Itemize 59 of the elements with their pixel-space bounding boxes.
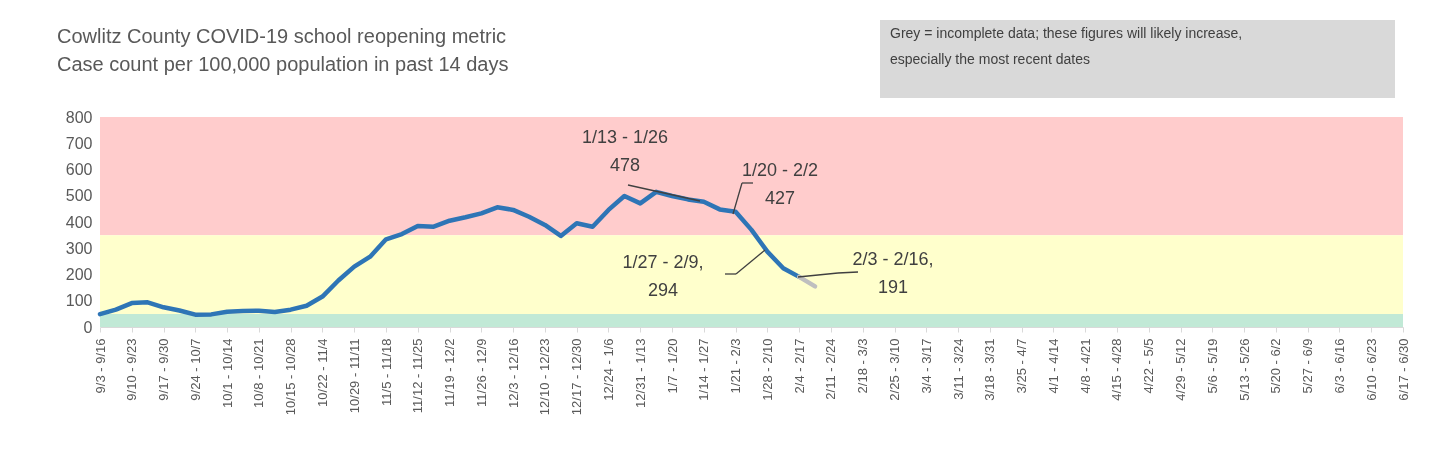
- x-tick-label: 2/25 - 3/10: [887, 338, 903, 401]
- y-tick-label: 700: [65, 134, 93, 152]
- x-tick-label: 6/10 - 6/23: [1363, 338, 1379, 401]
- x-tick-label: 6/17 - 6/30: [1395, 338, 1411, 401]
- y-tick-label: 0: [83, 318, 93, 336]
- text: Grey = incomplete data; these figures will likely increase, especially the most recent dates: [890, 25, 1243, 67]
- x-tick-label: 1/14 - 1/27: [696, 338, 712, 401]
- x-tick-label: 11/19 - 12/2: [442, 338, 458, 407]
- x-tick-label: 11/26 - 12/9: [473, 338, 489, 407]
- annotation: 2/3 - 2/16, 191: [852, 249, 934, 297]
- x-tick-label: 3/18 - 3/31: [982, 338, 998, 401]
- x-tick-label: 9/3 - 9/16: [92, 338, 108, 394]
- x-tick-label: 12/10 - 12/23: [537, 338, 553, 416]
- chart-subtitle: Case count per 100,000 population in past 14 days: [57, 53, 509, 75]
- line-series: [97, 189, 802, 317]
- x-tick-label: 11/5 - 11/18: [378, 338, 394, 406]
- y-tick-label: 400: [65, 213, 93, 231]
- x-tick-label: 4/1 - 4/14: [1045, 338, 1061, 394]
- x-tick-label: 1/7 - 1/20: [664, 338, 680, 394]
- x-tick-label: 2/18 - 3/3: [855, 338, 871, 394]
- x-tick-label: 2/11 - 2/24: [823, 338, 839, 400]
- y-tick-label: 200: [65, 266, 93, 283]
- x-tick-label: 1/28 - 2/10: [759, 338, 775, 401]
- x-tick-label: 3/25 - 4/7: [1014, 338, 1030, 394]
- x-tick-label: 4/22 - 5/5: [1141, 338, 1157, 394]
- x-tick-label: 10/22 - 11/4: [314, 338, 330, 407]
- x-tick-label: 12/17 - 12/30: [569, 338, 585, 416]
- y-tick-label: 500: [65, 187, 93, 205]
- x-tick-label: 9/24 - 10/7: [187, 338, 203, 401]
- annotation: 1/20 - 2/2 427: [741, 160, 819, 208]
- x-tick-label: 10/15 - 10/28: [283, 338, 299, 416]
- x-tick-label: 5/20 - 6/2: [1268, 338, 1284, 394]
- x-tick-label: 4/15 - 4/28: [1109, 338, 1125, 401]
- x-tick-label: 9/10 - 9/23: [124, 338, 140, 401]
- x-tick-label: 10/8 - 10/21: [251, 338, 267, 408]
- x-tick-label: 6/3 - 6/16: [1331, 338, 1347, 394]
- x-tick-label: 3/11 - 3/24: [950, 338, 966, 400]
- y-tick-label: 300: [65, 239, 93, 257]
- y-tick-label: 800: [65, 108, 93, 126]
- y-tick-label: 600: [65, 161, 93, 178]
- x-tick-label: 12/3 - 12/16: [505, 338, 521, 408]
- annotation: 1/27 - 2/9, 294: [622, 252, 704, 300]
- x-tick-label: 4/8 - 4/21: [1077, 338, 1093, 394]
- x-tick-label: 5/27 - 6/9: [1300, 338, 1316, 394]
- x-tick-label: 3/4 - 3/17: [918, 338, 934, 394]
- x-tick-label: 5/13 - 5/26: [1236, 338, 1252, 401]
- y-tick-label: 100: [65, 292, 93, 310]
- chart-title: Cowlitz County COVID-19 school reopening metric: [57, 25, 507, 47]
- x-tick-label: 11/12 - 11/25: [410, 338, 426, 414]
- annotation: 1/13 - 1/26 478: [581, 127, 669, 176]
- x-tick-label: 5/6 - 5/19: [1204, 338, 1220, 394]
- x-tick-label: 10/1 - 10/14: [219, 338, 235, 408]
- x-tick-label: 1/21 - 2/3: [728, 338, 744, 394]
- x-tick-label: 9/17 - 9/30: [156, 338, 172, 401]
- x-tick-label: 10/29 - 11/11: [346, 338, 362, 414]
- x-tick-label: 12/31 - 1/13: [632, 338, 648, 408]
- x-tick-label: 2/4 - 2/17: [791, 338, 807, 394]
- x-tick-label: 4/29 - 5/12: [1173, 338, 1189, 401]
- x-tick-label: 12/24 - 1/6: [600, 338, 616, 401]
